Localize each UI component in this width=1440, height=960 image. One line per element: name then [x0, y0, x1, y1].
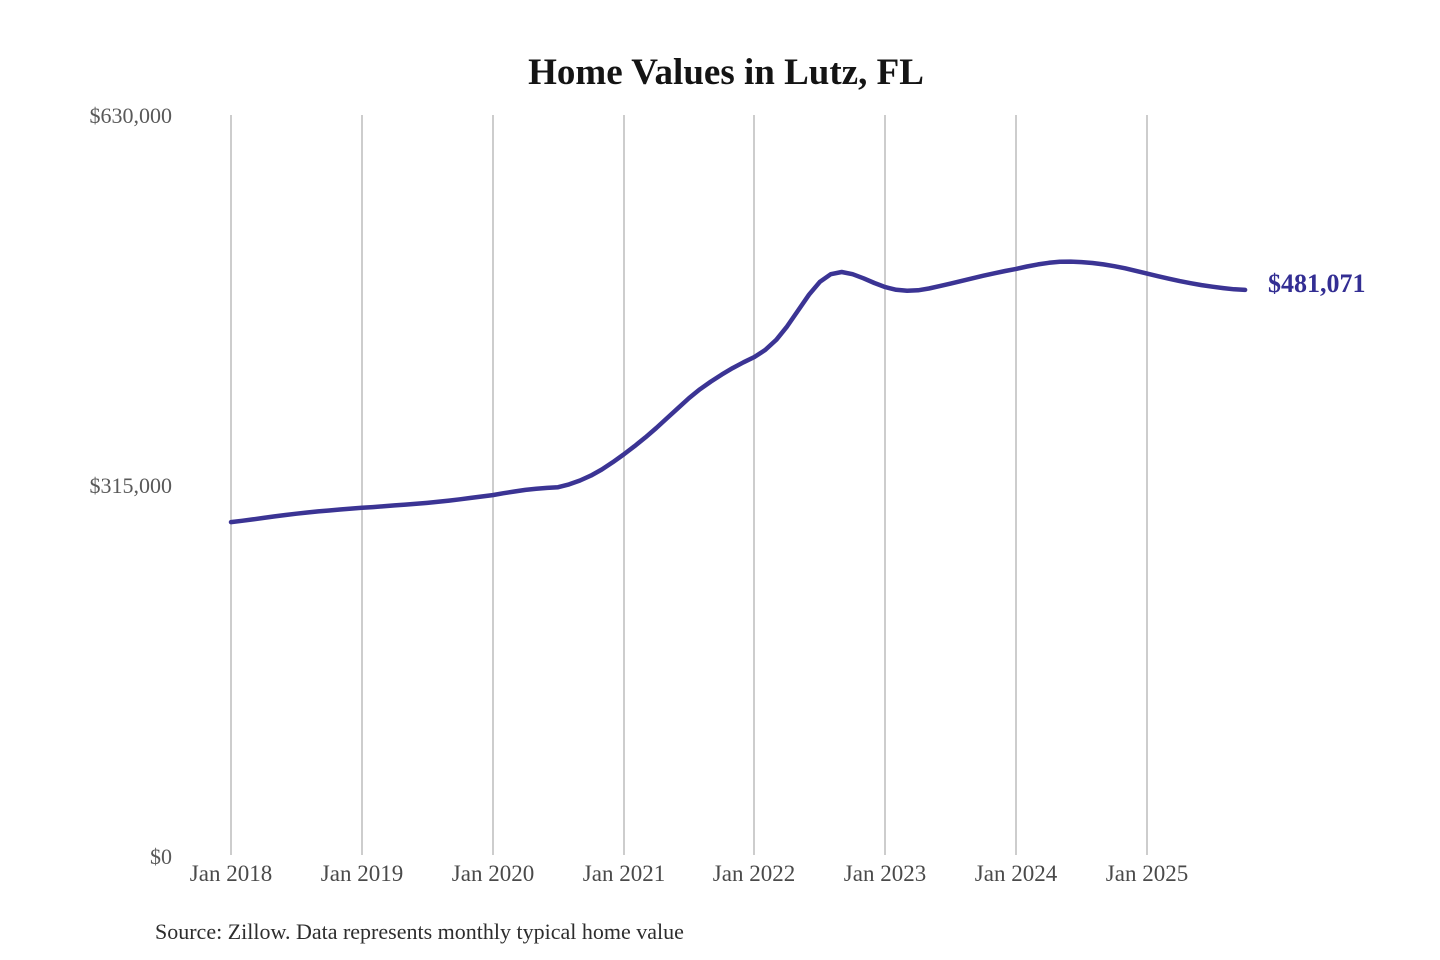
latest-value-label: $481,071	[1268, 269, 1366, 298]
x-tick-jan-2021: Jan 2021	[583, 861, 665, 886]
x-tick-jan-2018: Jan 2018	[190, 861, 272, 886]
chart-title: Home Values in Lutz, FL	[528, 52, 924, 93]
source-note: Source: Zillow. Data represents monthly …	[155, 919, 684, 944]
y-tick-315000: $315,000	[90, 473, 173, 498]
x-tick-jan-2023: Jan 2023	[844, 861, 926, 886]
x-axis-labels: Jan 2018 Jan 2019 Jan 2020 Jan 2021 Jan …	[190, 861, 1188, 886]
y-tick-0: $0	[150, 844, 172, 869]
home-value-line	[228, 259, 1248, 525]
x-tick-jan-2024: Jan 2024	[975, 861, 1058, 886]
x-tick-jan-2020: Jan 2020	[452, 861, 534, 886]
x-tick-jan-2019: Jan 2019	[321, 861, 403, 886]
x-tick-jan-2025: Jan 2025	[1106, 861, 1188, 886]
x-tick-jan-2022: Jan 2022	[713, 861, 795, 886]
vertical-gridlines	[230, 115, 1148, 855]
y-axis-labels: $630,000 $315,000 $0	[90, 103, 173, 869]
y-tick-630000: $630,000	[90, 103, 173, 128]
